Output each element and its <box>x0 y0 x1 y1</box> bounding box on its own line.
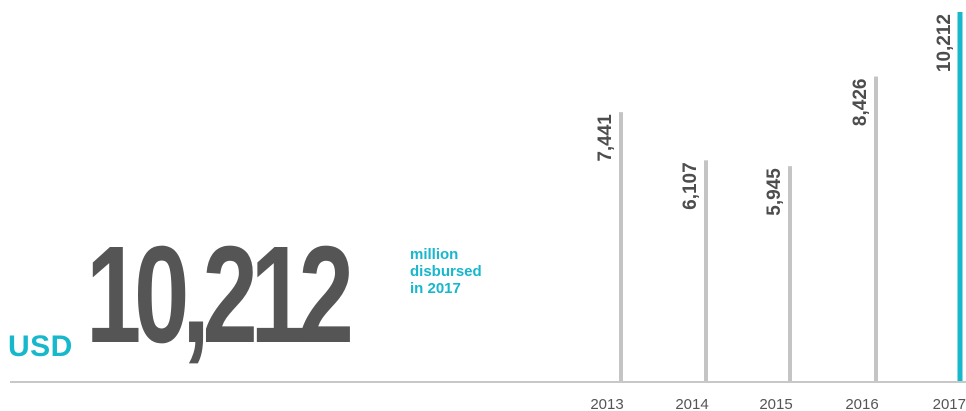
value-label-2017: 10,212 <box>934 14 955 72</box>
bar-2013 <box>619 112 623 382</box>
bar-series: 7,441 2013 6,107 2014 5,945 2015 8,426 2016 10,2… <box>590 12 966 411</box>
headline-caption: million disbursed in 2017 <box>410 246 520 297</box>
headline-value: 10,212 <box>86 218 354 372</box>
tick-label-2017: 2017 <box>933 396 966 411</box>
tick-label-2013: 2013 <box>590 396 623 411</box>
caption-line-disbursed: disbursed <box>410 263 482 280</box>
value-label-2016: 8,426 <box>850 79 871 127</box>
tick-label-2016: 2016 <box>845 396 878 411</box>
bar-2015 <box>788 166 792 381</box>
bar-2016 <box>874 76 878 382</box>
value-label-2014: 6,107 <box>680 162 701 210</box>
tick-label-2014: 2014 <box>675 396 708 411</box>
caption-line-year: in 2017 <box>410 280 461 297</box>
caption-line-million: million <box>410 246 459 263</box>
tick-label-2015: 2015 <box>759 396 792 411</box>
value-label-2013: 7,441 <box>595 114 616 162</box>
bar-2017 <box>957 12 963 381</box>
currency-label: USD <box>8 330 73 363</box>
bar-2014 <box>704 160 708 381</box>
value-label-2015: 5,945 <box>764 168 785 216</box>
